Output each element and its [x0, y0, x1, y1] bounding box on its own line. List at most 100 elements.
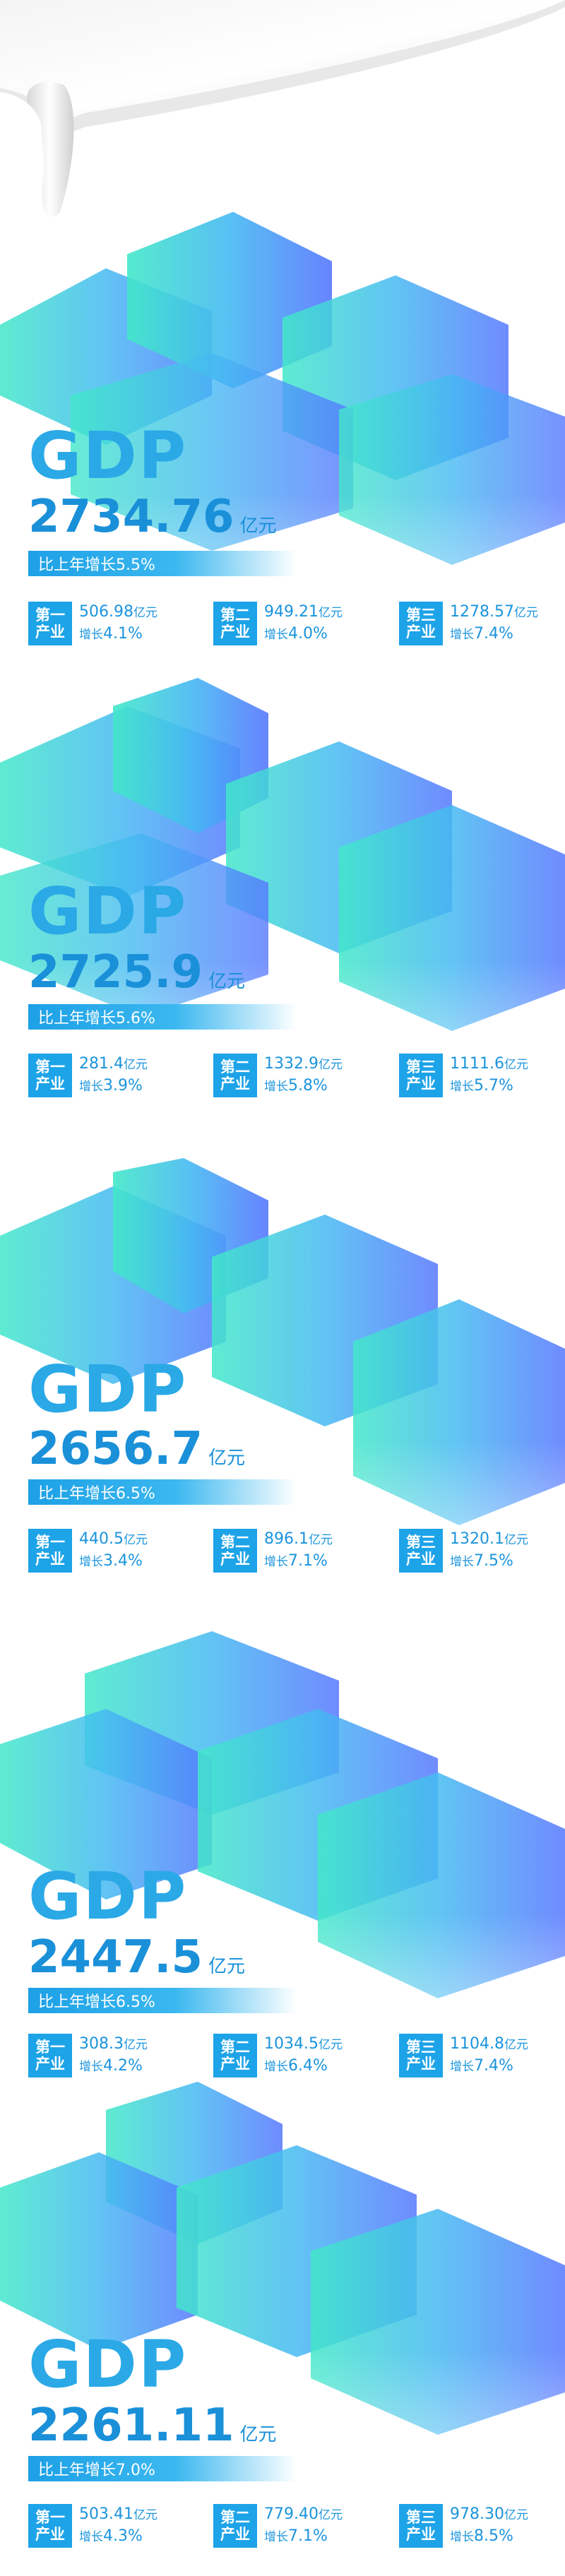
industry-value: 1278.57亿元 — [450, 603, 538, 621]
industry-secondary: 第二 产业 779.40亿元 增长7.1% — [213, 2504, 343, 2548]
industry-value: 281.4亿元 — [79, 1055, 148, 1073]
industry-tertiary: 第三 产业 1111.6亿元 增长5.7% — [399, 1054, 528, 1097]
growth-text: 比上年增长5.6% — [38, 1010, 155, 1027]
industry-badge: 第三 产业 — [399, 1529, 443, 1573]
gdp-unit: 亿元 — [208, 1956, 245, 1977]
gdp-value-row: 2725.9 亿元 — [28, 950, 245, 995]
gdp-label: GDP — [28, 873, 188, 949]
industry-value: 1111.6亿元 — [450, 1055, 528, 1073]
industry-badge: 第一 产业 — [28, 1054, 72, 1097]
industry-tertiary: 第三 产业 978.30亿元 增长8.5% — [399, 2504, 528, 2548]
industry-row: 第一 产业 281.4亿元 增长3.9% 第二 产业 1332.9亿元 增长5.8%… — [28, 1054, 551, 1103]
growth-bar: 比上年增长5.5% — [28, 551, 297, 576]
gdp-label: GDP — [28, 1352, 188, 1427]
growth-text: 比上年增长5.5% — [38, 556, 155, 574]
industry-value: 308.3亿元 — [79, 2035, 148, 2053]
growth-bar: 比上年增长6.5% — [28, 1988, 297, 2013]
industry-rate: 增长7.1% — [264, 1552, 328, 1570]
industry-badge: 第二 产业 — [213, 602, 257, 645]
region-section-4: GDP 2447.5 亿元 比上年增长6.5% 第一 产业 308.3亿元 增长4… — [0, 1631, 565, 2125]
industry-secondary: 第二 产业 1034.5亿元 增长6.4% — [213, 2034, 343, 2077]
gdp-unit: 亿元 — [208, 971, 245, 992]
industry-value: 1034.5亿元 — [264, 2035, 343, 2053]
industry-row: 第一 产业 440.5亿元 增长3.4% 第二 产业 896.1亿元 增长7.1% … — [28, 1529, 551, 1578]
industry-rate: 增长6.4% — [264, 2057, 328, 2075]
industry-value: 503.41亿元 — [79, 2505, 157, 2523]
industry-badge: 第三 产业 — [399, 1054, 443, 1097]
industry-rate: 增长3.9% — [79, 1077, 143, 1095]
industry-value: 1104.8亿元 — [450, 2035, 528, 2053]
industry-badge: 第二 产业 — [213, 1529, 257, 1573]
industry-row: 第一 产业 506.98亿元 增长4.1% 第二 产业 949.21亿元 增长4.0… — [28, 602, 551, 651]
industry-primary: 第一 产业 281.4亿元 增长3.9% — [28, 1054, 148, 1097]
industry-value: 949.21亿元 — [264, 603, 343, 621]
industry-badge: 第三 产业 — [399, 2034, 443, 2077]
region-section-2: GDP 2725.9 亿元 比上年增长5.6% 第一 产业 281.4亿元 增长3… — [0, 678, 565, 1172]
gdp-value-row: 2261.11 亿元 — [28, 2403, 277, 2448]
gdp-value: 2261.11 — [28, 2399, 234, 2452]
growth-bar: 比上年增长7.0% — [28, 2456, 297, 2481]
industry-rate: 增长7.4% — [450, 625, 513, 643]
industry-badge: 第一 产业 — [28, 1529, 72, 1573]
growth-bar: 比上年增长5.6% — [28, 1004, 297, 1030]
isometric-3d-title-graphic — [0, 212, 565, 706]
industry-secondary: 第二 产业 949.21亿元 增长4.0% — [213, 602, 343, 645]
gdp-value: 2725.9 — [28, 946, 203, 998]
gdp-value-row: 2734.76 亿元 — [28, 494, 277, 539]
industry-rate: 增长5.7% — [450, 1077, 513, 1095]
industry-value: 896.1亿元 — [264, 1530, 333, 1548]
gdp-label: GDP — [28, 2327, 188, 2402]
region-section-3: GDP 2656.7 亿元 比上年增长6.5% 第一 产业 440.5亿元 增长3… — [0, 1158, 565, 1652]
gdp-label: GDP — [28, 418, 188, 494]
industry-badge: 第二 产业 — [213, 2034, 257, 2077]
industry-rate: 增长3.4% — [79, 1552, 143, 1570]
industry-tertiary: 第三 产业 1278.57亿元 增长7.4% — [399, 602, 538, 645]
industry-badge: 第一 产业 — [28, 2034, 72, 2077]
industry-row: 第一 产业 308.3亿元 增长4.2% 第二 产业 1034.5亿元 增长6.4%… — [28, 2034, 551, 2083]
industry-rate: 增长4.1% — [79, 625, 143, 643]
industry-rate: 增长8.5% — [450, 2527, 513, 2545]
industry-secondary: 第二 产业 896.1亿元 增长7.1% — [213, 1529, 333, 1573]
industry-primary: 第一 产业 440.5亿元 增长3.4% — [28, 1529, 148, 1573]
industry-badge: 第一 产业 — [28, 2504, 72, 2548]
industry-primary: 第一 产业 506.98亿元 增长4.1% — [28, 602, 157, 645]
growth-text: 比上年增长6.5% — [38, 1485, 155, 1503]
industry-badge: 第三 产业 — [399, 602, 443, 645]
region-section-5: GDP 2261.11 亿元 比上年增长7.0% 第一 产业 503.41亿元 增… — [0, 2082, 565, 2576]
industry-rate: 增长4.0% — [264, 625, 328, 643]
industry-badge: 第二 产业 — [213, 2504, 257, 2548]
industry-tertiary: 第三 产业 1104.8亿元 增长7.4% — [399, 2034, 528, 2077]
industry-secondary: 第二 产业 1332.9亿元 增长5.8% — [213, 1054, 343, 1097]
industry-value: 978.30亿元 — [450, 2505, 528, 2523]
growth-text: 比上年增长7.0% — [38, 2462, 155, 2479]
industry-badge: 第二 产业 — [213, 1054, 257, 1097]
industry-rate: 增长4.2% — [79, 2057, 143, 2075]
gdp-unit: 亿元 — [239, 515, 277, 537]
industry-rate: 增长4.3% — [79, 2527, 143, 2545]
region-section-1: GDP 2734.76 亿元 比上年增长5.5% 第一 产业 506.98亿元 增… — [0, 212, 565, 706]
industry-rate: 增长7.1% — [264, 2527, 328, 2545]
industry-value: 779.40亿元 — [264, 2505, 343, 2523]
industry-value: 1320.1亿元 — [450, 1530, 528, 1548]
growth-bar: 比上年增长6.5% — [28, 1479, 297, 1505]
industry-value: 440.5亿元 — [79, 1530, 148, 1548]
industry-rate: 增长7.4% — [450, 2057, 513, 2075]
industry-value: 506.98亿元 — [79, 603, 157, 621]
isometric-3d-title-graphic — [0, 678, 565, 1172]
gdp-label: GDP — [28, 1859, 188, 1934]
gdp-value: 2656.7 — [28, 1423, 203, 1475]
gdp-value: 2447.5 — [28, 1931, 203, 1984]
industry-primary: 第一 产业 503.41亿元 增长4.3% — [28, 2504, 157, 2548]
gdp-value-row: 2656.7 亿元 — [28, 1426, 245, 1472]
industry-row: 第一 产业 503.41亿元 增长4.3% 第二 产业 779.40亿元 增长7.1… — [28, 2504, 551, 2553]
page-curl-decoration — [0, 0, 565, 217]
isometric-3d-title-graphic — [0, 1631, 565, 2125]
gdp-unit: 亿元 — [239, 2424, 277, 2445]
industry-badge: 第一 产业 — [28, 602, 72, 645]
industry-badge: 第三 产业 — [399, 2504, 443, 2548]
gdp-unit: 亿元 — [208, 1448, 245, 1469]
industry-tertiary: 第三 产业 1320.1亿元 增长7.5% — [399, 1529, 528, 1573]
gdp-value-row: 2447.5 亿元 — [28, 1935, 245, 1980]
industry-rate: 增长5.8% — [264, 1077, 328, 1095]
industry-primary: 第一 产业 308.3亿元 增长4.2% — [28, 2034, 148, 2077]
